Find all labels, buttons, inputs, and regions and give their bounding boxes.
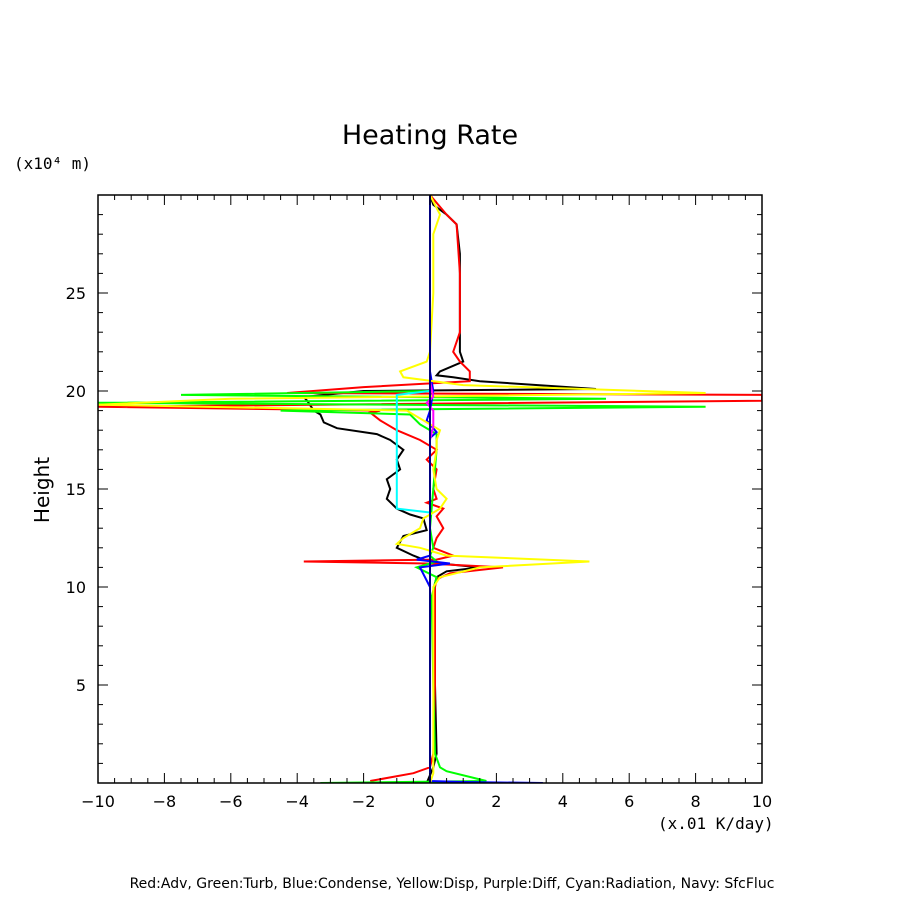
series-line-1 <box>98 195 762 782</box>
x-tick-label: 0 <box>425 792 435 811</box>
y-tick-label: 15 <box>66 480 86 499</box>
series-line-0 <box>301 195 597 783</box>
x-tick-label: 10 <box>752 792 772 811</box>
x-tick-label: −10 <box>81 792 115 811</box>
series-line-4 <box>98 195 706 783</box>
x-tick-label: 4 <box>558 792 568 811</box>
legend-caption: Red:Adv, Green:Turb, Blue:Condense, Yell… <box>129 876 775 892</box>
x-axis-unit-label: (x.01 K/day) <box>658 814 774 833</box>
y-tick-label: 5 <box>76 676 86 695</box>
x-tick-label: −4 <box>285 792 309 811</box>
y-tick-label: 25 <box>66 284 86 303</box>
series-line-6 <box>395 195 431 783</box>
x-tick-label: 2 <box>491 792 501 811</box>
x-tick-label: −8 <box>153 792 177 811</box>
y-tick-label: 10 <box>66 578 86 597</box>
x-tick-label: 6 <box>624 792 634 811</box>
chart-title: Heating Rate <box>341 120 519 151</box>
series-line-2 <box>98 390 706 783</box>
y-axis-unit: (x10⁴ m) <box>14 154 92 173</box>
x-tick-label: −6 <box>219 792 243 811</box>
x-tick-label: 8 <box>691 792 701 811</box>
x-tick-label: −2 <box>352 792 376 811</box>
y-tick-label: 20 <box>66 382 86 401</box>
